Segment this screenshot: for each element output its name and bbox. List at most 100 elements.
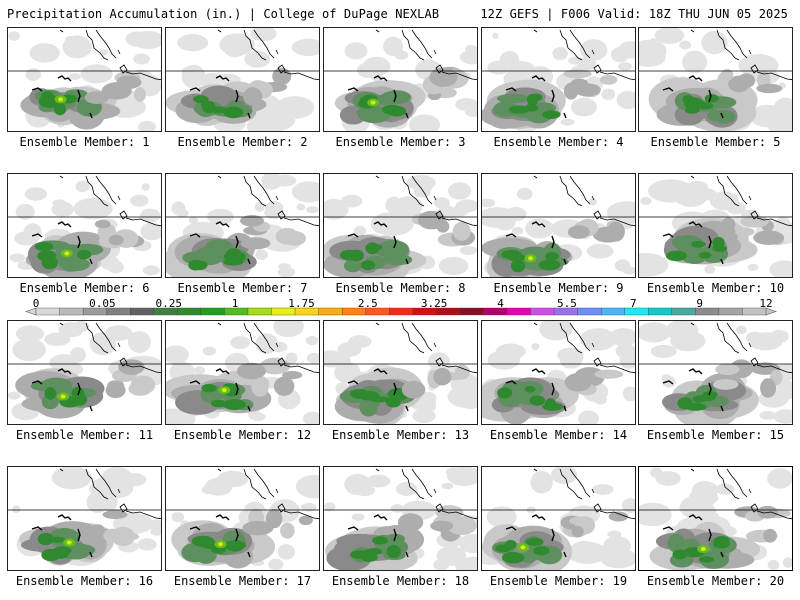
precip-blob xyxy=(606,221,625,242)
member-label-11: Ensemble Member: 11 xyxy=(15,428,154,442)
coastline xyxy=(125,71,161,81)
precip-blob xyxy=(130,194,149,207)
precip-blob xyxy=(200,101,214,108)
lake-outline xyxy=(189,221,251,265)
precip-blob xyxy=(94,219,111,229)
precip-field-map xyxy=(482,321,635,424)
precip-blob xyxy=(412,408,436,423)
precip-blob xyxy=(386,544,401,559)
precip-blob xyxy=(40,91,55,103)
ensemble-panel-2 xyxy=(165,27,320,132)
precip-blob xyxy=(118,359,145,375)
island-outline xyxy=(750,64,759,74)
precip-blob xyxy=(501,551,525,564)
precip-blob xyxy=(105,325,133,341)
precip-field-map xyxy=(8,29,161,131)
precip-blob xyxy=(175,209,189,218)
precip-blob xyxy=(181,542,210,563)
precip-blob xyxy=(372,536,388,545)
colorbar-swatch xyxy=(200,307,225,316)
precip-blob xyxy=(482,198,496,208)
colorbar-tick: 1.75 xyxy=(288,297,315,310)
island-outline xyxy=(593,503,602,513)
precip-blob xyxy=(525,218,554,239)
precip-shading xyxy=(166,28,319,131)
precip-blob xyxy=(236,362,266,380)
precip-blob xyxy=(586,244,614,259)
precip-blob xyxy=(226,248,242,260)
member-label-13: Ensemble Member: 13 xyxy=(331,428,470,442)
precip-blob xyxy=(459,49,477,65)
precip-blob xyxy=(712,245,728,252)
precip-blob xyxy=(326,208,344,219)
member-label-2: Ensemble Member: 2 xyxy=(177,135,308,149)
precip-blob xyxy=(570,97,598,117)
coastline xyxy=(125,364,161,374)
precip-blob xyxy=(219,33,255,56)
precip-blob xyxy=(23,223,42,241)
map-feature xyxy=(690,29,695,33)
precip-blob xyxy=(441,482,454,490)
lake-outline xyxy=(347,514,409,558)
lake-outline xyxy=(347,221,409,265)
precip-shading xyxy=(171,470,319,570)
precip-blob xyxy=(667,533,686,553)
precip-shading xyxy=(324,174,477,277)
precip-blob xyxy=(15,203,35,220)
precip-field-map xyxy=(8,467,161,566)
precip-blob xyxy=(654,28,685,45)
precip-blob xyxy=(128,381,153,396)
precip-blob xyxy=(704,94,719,103)
precip-blob xyxy=(202,346,217,356)
precip-blob xyxy=(745,331,764,345)
precip-blob xyxy=(273,174,297,187)
colorbar-tick: 5.5 xyxy=(556,297,577,310)
precip-blob xyxy=(254,201,265,212)
precip-blob xyxy=(291,38,319,57)
coastline xyxy=(401,468,437,500)
precip-blob xyxy=(240,215,265,227)
map-feature xyxy=(59,29,64,33)
precip-blob xyxy=(137,538,157,551)
colorbar-swatch xyxy=(459,307,484,316)
lake-outline xyxy=(189,514,251,558)
precip-blob xyxy=(560,118,575,126)
precip-blob xyxy=(622,386,635,402)
precip-blob xyxy=(37,532,54,546)
precip-blob xyxy=(133,87,146,102)
map-feature xyxy=(533,175,538,179)
precip-field-map xyxy=(166,174,319,277)
lake-outline xyxy=(662,221,724,265)
precip-blob xyxy=(533,546,550,556)
colorbar-tick: 0 xyxy=(32,297,40,310)
colorbar-swatch xyxy=(530,307,555,316)
precip-blob xyxy=(370,211,414,236)
precip-blob xyxy=(487,60,510,75)
coastline xyxy=(85,29,121,61)
precip-blob xyxy=(255,249,268,260)
precip-blob xyxy=(230,336,250,350)
precip-blob xyxy=(684,402,707,411)
precip-blob xyxy=(150,527,161,536)
precip-blob xyxy=(41,394,59,410)
colorbar-swatch xyxy=(624,307,649,316)
precip-blob xyxy=(265,508,283,529)
coastline xyxy=(401,29,437,61)
precip-blob xyxy=(430,520,454,532)
precip-blob xyxy=(610,46,630,63)
precip-blob xyxy=(524,385,536,393)
precip-blob xyxy=(357,390,380,401)
member-label-4: Ensemble Member: 4 xyxy=(493,135,624,149)
precip-blob xyxy=(396,481,418,497)
precip-blob xyxy=(177,34,209,52)
precip-blob xyxy=(704,265,716,274)
precip-blob xyxy=(682,50,708,74)
precip-blob xyxy=(99,49,109,56)
island-outline xyxy=(435,210,444,220)
ensemble-panel-9 xyxy=(481,173,636,278)
precip-blob xyxy=(336,533,381,548)
precip-peak xyxy=(66,540,72,545)
precip-blob xyxy=(776,380,792,400)
precip-blob xyxy=(140,222,161,241)
precip-blob xyxy=(508,105,530,114)
